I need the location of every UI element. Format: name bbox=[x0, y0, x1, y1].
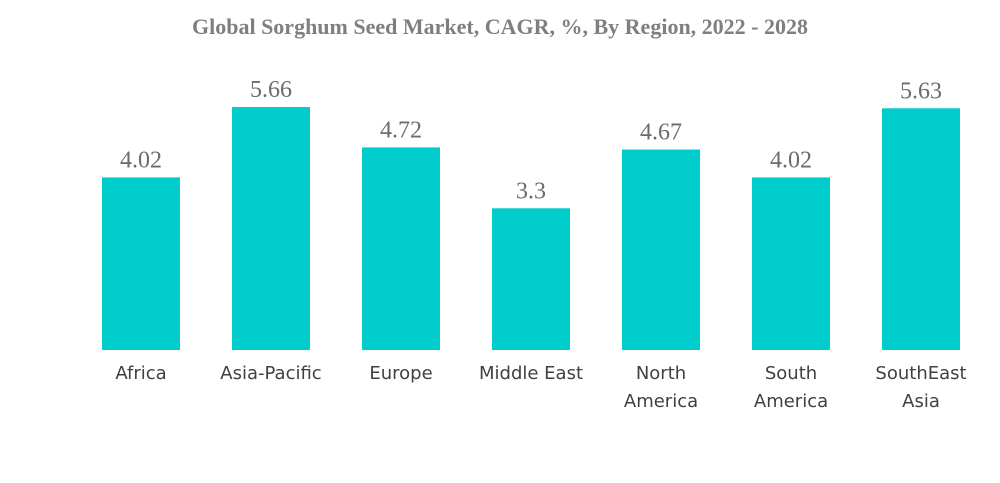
category-label: Europe bbox=[369, 363, 432, 384]
category-label-line: America bbox=[624, 391, 698, 412]
category-label-line: Asia-Pacific bbox=[220, 363, 321, 384]
category-label-line: North bbox=[636, 363, 686, 384]
category-label-line: South bbox=[765, 363, 817, 384]
data-label: 4.72 bbox=[380, 117, 422, 143]
category-label: Middle East bbox=[479, 363, 583, 384]
data-label: 5.66 bbox=[250, 77, 292, 103]
bar-south-america bbox=[752, 177, 830, 350]
bar-southeast-asia bbox=[882, 108, 960, 350]
data-label: 5.63 bbox=[900, 78, 942, 104]
category-label-line: SouthEast bbox=[875, 363, 966, 384]
chart-title: Global Sorghum Seed Market, CAGR, %, By … bbox=[192, 14, 808, 39]
category-label: Asia-Pacific bbox=[220, 363, 321, 384]
category-label-line: Europe bbox=[369, 363, 432, 384]
category-label: SouthEast Asia bbox=[875, 363, 966, 412]
category-labels-layer: Africa Asia-Pacific Europe Middle East North… bbox=[115, 363, 966, 412]
bar-europe bbox=[362, 147, 440, 350]
bar-africa bbox=[102, 177, 180, 350]
category-label-line: Middle East bbox=[479, 363, 583, 384]
category-label-line: Asia bbox=[902, 391, 940, 412]
bar-middle-east bbox=[492, 208, 570, 350]
data-label: 4.02 bbox=[120, 147, 162, 173]
category-label: North America bbox=[624, 363, 698, 412]
data-label: 3.3 bbox=[516, 178, 546, 204]
data-label: 4.02 bbox=[770, 147, 812, 173]
category-label: Africa bbox=[115, 363, 166, 384]
category-label: South America bbox=[754, 363, 828, 412]
bar-north-america bbox=[622, 149, 700, 350]
category-label-line: America bbox=[754, 391, 828, 412]
bar-asia-pacific bbox=[232, 107, 310, 350]
data-label: 4.67 bbox=[640, 120, 682, 146]
category-label-line: Africa bbox=[115, 363, 166, 384]
bars-layer bbox=[102, 107, 960, 350]
value-labels-layer: 4.02 5.66 4.72 3.3 4.67 4.02 5.63 bbox=[120, 77, 942, 204]
